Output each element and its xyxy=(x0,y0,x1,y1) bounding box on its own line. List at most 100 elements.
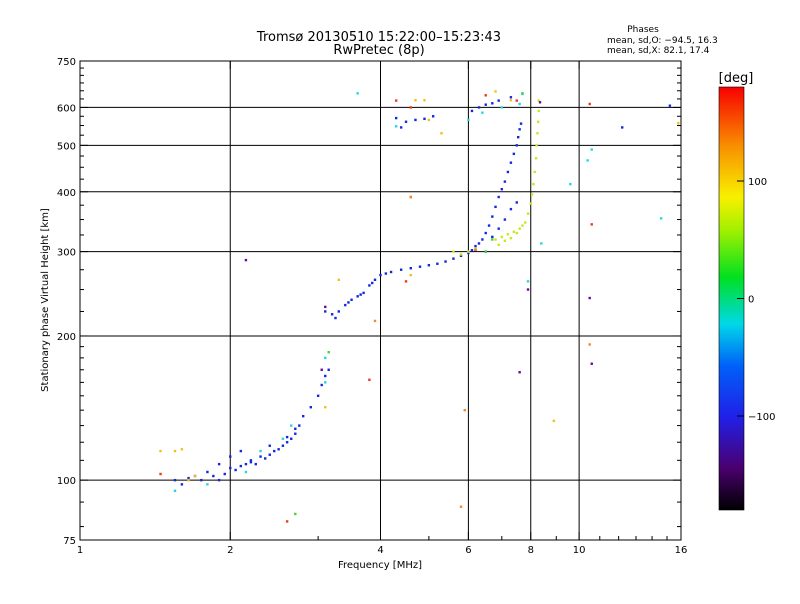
data-point xyxy=(491,102,494,105)
data-point xyxy=(373,319,377,323)
data-point xyxy=(223,472,226,476)
data-point xyxy=(268,453,271,456)
data-point xyxy=(173,478,177,482)
data-point xyxy=(491,215,494,218)
grid-lines xyxy=(80,61,681,540)
x-tick-label: 10 xyxy=(573,545,586,556)
data-point xyxy=(470,109,474,113)
data-point xyxy=(337,310,341,313)
y-tick-label: 300 xyxy=(57,248,76,259)
data-point xyxy=(659,217,663,220)
y-tick-label: 750 xyxy=(57,57,76,68)
data-point xyxy=(330,313,334,316)
data-point xyxy=(344,303,347,307)
data-point xyxy=(290,424,293,427)
data-point xyxy=(497,243,500,246)
data-point xyxy=(512,230,516,233)
data-point xyxy=(206,470,209,474)
data-point xyxy=(180,448,184,451)
data-point xyxy=(404,120,408,123)
data-point xyxy=(538,101,542,104)
data-point xyxy=(277,448,280,451)
data-point xyxy=(409,267,412,270)
data-point xyxy=(519,122,523,125)
x-tick-label: 2 xyxy=(227,545,233,556)
colorbar-tick-label: 0 xyxy=(748,295,754,306)
data-point xyxy=(394,99,398,102)
data-point xyxy=(588,102,591,106)
data-point xyxy=(515,231,518,235)
data-point xyxy=(590,223,593,226)
data-point xyxy=(244,470,248,474)
data-point xyxy=(294,512,297,516)
x-tick-label: 4 xyxy=(377,545,383,556)
data-point xyxy=(484,94,487,97)
data-point xyxy=(427,264,431,267)
data-point xyxy=(384,272,388,275)
data-point xyxy=(423,99,426,102)
data-point xyxy=(239,449,243,453)
data-point xyxy=(281,444,285,447)
data-point xyxy=(423,117,426,121)
x-tick-label: 8 xyxy=(528,545,534,556)
data-point xyxy=(474,248,477,251)
data-point xyxy=(337,278,341,281)
data-point xyxy=(521,224,524,227)
data-point xyxy=(503,180,507,183)
data-point xyxy=(347,301,350,304)
data-point xyxy=(324,305,327,309)
data-point xyxy=(459,254,463,258)
data-point xyxy=(244,258,248,262)
x-tick-label: 16 xyxy=(675,545,688,556)
data-point xyxy=(327,368,330,371)
data-point xyxy=(350,298,353,301)
data-point xyxy=(324,310,327,313)
data-point xyxy=(512,152,516,156)
data-point xyxy=(509,207,513,211)
data-point xyxy=(530,193,534,196)
data-point xyxy=(474,244,477,248)
data-point xyxy=(470,249,474,252)
y-tick-label: 400 xyxy=(57,188,76,199)
data-point xyxy=(368,284,371,287)
data-point xyxy=(436,262,439,265)
data-point xyxy=(506,233,510,236)
data-point xyxy=(537,99,540,102)
data-point xyxy=(497,99,500,102)
data-point xyxy=(509,161,513,164)
data-point xyxy=(526,212,530,215)
data-point xyxy=(515,144,518,147)
data-point xyxy=(273,449,276,453)
data-point xyxy=(509,96,513,99)
y-axis-label: Stationary phase Virtual Height [km] xyxy=(40,208,51,392)
data-point xyxy=(518,102,521,106)
data-point xyxy=(521,92,524,95)
y-tick-label: 200 xyxy=(57,332,76,343)
data-point xyxy=(518,128,521,131)
data-point xyxy=(409,195,412,199)
data-points xyxy=(159,90,680,523)
data-point xyxy=(540,242,543,245)
data-point xyxy=(394,116,398,120)
data-point xyxy=(414,118,417,122)
data-point xyxy=(217,478,221,482)
data-point xyxy=(254,462,257,466)
data-point xyxy=(285,441,289,444)
data-point xyxy=(212,474,215,478)
data-point xyxy=(484,250,487,253)
phases-x-stats: mean, sd,X: 82.1, 17.4 xyxy=(607,46,710,56)
data-point xyxy=(159,449,162,453)
data-point xyxy=(399,126,403,129)
data-point xyxy=(327,350,330,354)
colorbar-tick-label: 100 xyxy=(748,177,767,188)
data-point xyxy=(497,227,500,230)
chart-subtitle: RwPretec (8p) xyxy=(333,43,424,58)
data-point xyxy=(290,437,293,440)
data-point xyxy=(399,268,403,271)
data-point xyxy=(588,296,591,300)
data-point xyxy=(503,239,507,243)
data-point xyxy=(484,103,487,106)
data-point xyxy=(588,343,591,346)
data-point xyxy=(491,235,494,239)
